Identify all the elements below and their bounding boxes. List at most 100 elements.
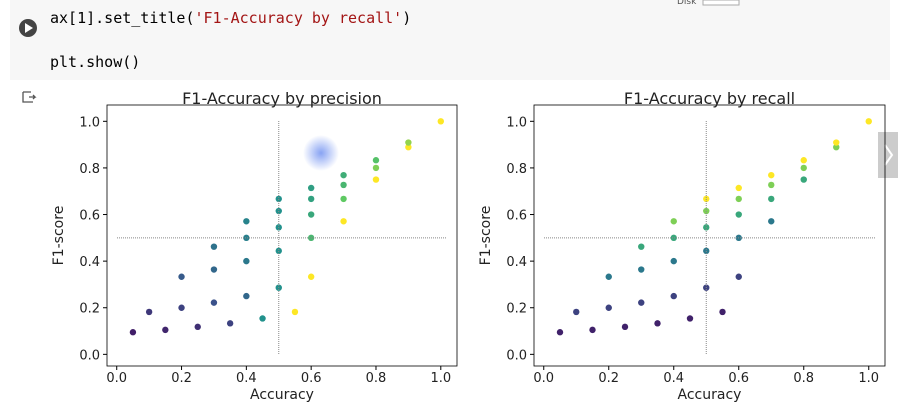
disk-meter: [702, 0, 740, 6]
y-tick-label: 0.4: [506, 255, 527, 270]
cursor-highlight: [303, 135, 339, 171]
y-tick-label: 0.6: [79, 209, 100, 224]
y-tick-label: 0.0: [506, 348, 527, 363]
x-tick-label: 0.2: [171, 371, 192, 386]
chart: 0.0 0.2 0.4 0.6 0.8 1.0 0.0 0.2 0.4 0.6 0.8 1.0 F1-A…: [51, 89, 458, 403]
y-tick-label: 0.8: [506, 162, 527, 177]
x-tick-label: 1.0: [858, 371, 879, 386]
point: [275, 247, 282, 255]
point: [719, 308, 726, 316]
point: [735, 195, 742, 203]
point: [340, 181, 347, 189]
point: [800, 176, 807, 183]
point: [437, 118, 444, 125]
point: [589, 326, 596, 334]
x-tick-label: 0.4: [663, 371, 684, 386]
point: [243, 257, 250, 265]
x-tick-label: 0.8: [366, 371, 387, 386]
code-cell: [10, 0, 890, 80]
point: [275, 195, 282, 203]
point: [670, 257, 677, 265]
charts: 0.0 0.2 0.4 0.6 0.8 1.0 0.0 0.2 0.4 0.6 0.8 1.0 F1-A…: [51, 89, 886, 403]
axes-frame: [106, 104, 458, 367]
x-tick-label: 0.6: [728, 371, 749, 386]
point: [735, 184, 742, 192]
point: [605, 304, 612, 311]
point: [340, 195, 347, 203]
point: [703, 247, 710, 255]
x-tick-label: 0.2: [598, 371, 619, 386]
y-tick-label: 0.2: [506, 302, 527, 317]
point: [654, 320, 661, 327]
point: [833, 139, 840, 146]
code-token: ax[1].set_title(: [50, 9, 195, 27]
x-tick-label: 0.0: [533, 371, 554, 386]
point: [129, 329, 137, 336]
x-axis-label: Accuracy: [678, 387, 742, 403]
arrow-icon: [884, 144, 894, 166]
point: [405, 139, 412, 146]
point: [194, 323, 201, 331]
code-token: ): [402, 9, 411, 27]
scroll-arrow[interactable]: [878, 132, 898, 178]
point: [638, 266, 645, 273]
point: [768, 195, 775, 203]
point: [372, 157, 380, 164]
point: [703, 195, 710, 203]
y-axis-label: F1-score: [478, 206, 494, 266]
point: [243, 292, 250, 300]
point: [307, 195, 315, 203]
y-tick-label: 0.6: [506, 209, 527, 224]
x-tick-label: 1.0: [430, 371, 451, 386]
point: [210, 299, 218, 306]
point: [178, 273, 185, 280]
point: [833, 143, 840, 151]
point: [800, 164, 807, 172]
x-tick-label: 0.4: [236, 371, 257, 386]
point: [573, 308, 580, 316]
point: [621, 323, 629, 331]
run-icon: [25, 23, 33, 33]
point: [768, 171, 775, 179]
point: [340, 218, 347, 225]
point: [210, 266, 218, 273]
code-line: ax[1].set_title('F1-Accuracy by recall'): [50, 9, 411, 27]
code-line: plt.show(): [50, 53, 140, 71]
point: [243, 234, 250, 242]
chart-title: F1-Accuracy by precision: [182, 89, 382, 108]
point: [243, 218, 250, 225]
point: [307, 273, 315, 280]
point: [735, 273, 742, 280]
point: [405, 143, 412, 151]
point: [372, 176, 380, 183]
point: [340, 171, 347, 179]
point: [768, 181, 775, 189]
y-tick-label: 0.4: [79, 255, 100, 270]
point: [670, 218, 677, 225]
point: [605, 273, 612, 280]
point: [735, 211, 742, 218]
x-axis-label: Accuracy: [250, 387, 314, 403]
y-tick-label: 0.8: [79, 162, 100, 177]
point: [768, 218, 775, 225]
toolbar-label: Disk: [677, 0, 697, 7]
y-tick-label: 1.0: [506, 115, 527, 130]
point: [638, 299, 645, 306]
y-tick-label: 0.2: [79, 302, 100, 317]
axes-frame: [533, 104, 886, 367]
point: [638, 243, 645, 250]
point: [307, 184, 315, 192]
y-tick-label: 0.0: [79, 348, 100, 363]
x-tick-label: 0.6: [301, 371, 322, 386]
point: [226, 320, 234, 327]
point: [670, 292, 677, 300]
point: [372, 164, 380, 172]
point: [800, 157, 807, 164]
point: [259, 315, 266, 322]
point: [145, 308, 153, 316]
chart: 0.0 0.2 0.4 0.6 0.8 1.0 0.0 0.2 0.4 0.6 0.8 1.0 F1-A…: [478, 89, 886, 403]
point: [178, 304, 185, 311]
x-tick-label: 0.8: [793, 371, 814, 386]
